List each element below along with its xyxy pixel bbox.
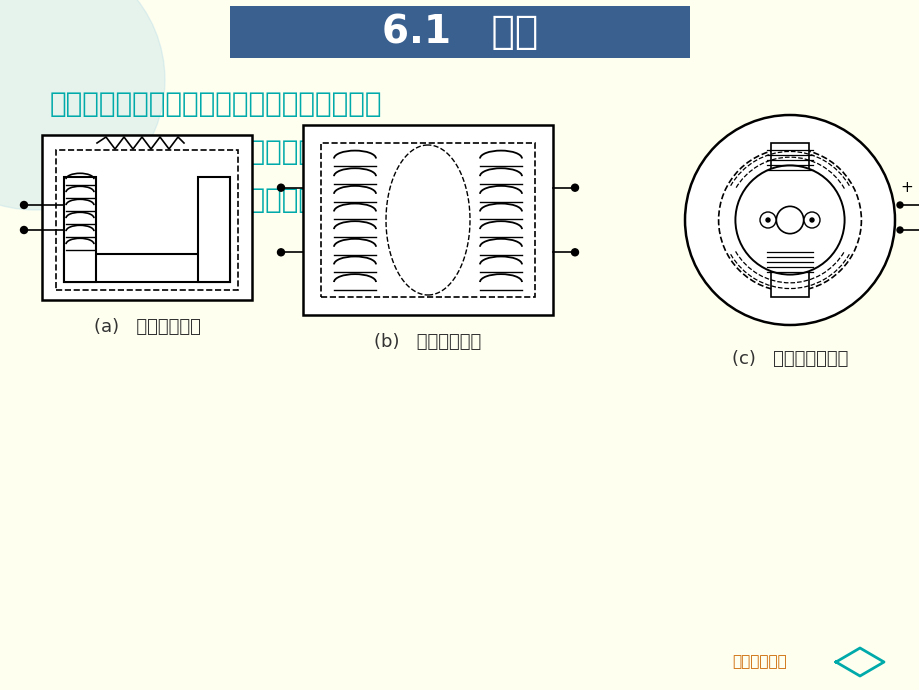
Bar bbox=[64, 254, 230, 282]
Circle shape bbox=[809, 218, 813, 222]
Text: (a)   电磁铁的磁路: (a) 电磁铁的磁路 bbox=[94, 318, 200, 336]
Bar bbox=[42, 135, 252, 300]
Text: +: + bbox=[899, 180, 912, 195]
Circle shape bbox=[571, 249, 578, 256]
Circle shape bbox=[896, 227, 902, 233]
Circle shape bbox=[803, 212, 819, 228]
Text: 有磁路问题。: 有磁路问题。 bbox=[50, 234, 150, 262]
Bar bbox=[198, 177, 230, 282]
Circle shape bbox=[766, 218, 769, 222]
Text: (b)   变压器的磁路: (b) 变压器的磁路 bbox=[374, 333, 482, 351]
Bar bbox=[770, 267, 808, 297]
Bar bbox=[321, 143, 535, 297]
Circle shape bbox=[685, 115, 894, 325]
Text: (c)   直流电机的磁路: (c) 直流电机的磁路 bbox=[731, 350, 847, 368]
Bar bbox=[230, 6, 689, 58]
Text: 路。因此电工技术不仅有电路问题，同时也: 路。因此电工技术不仅有电路问题，同时也 bbox=[50, 186, 366, 214]
Circle shape bbox=[20, 201, 28, 208]
Text: 线圈通电后铁心就构成磁路，磁路又影响电: 线圈通电后铁心就构成磁路，磁路又影响电 bbox=[50, 138, 366, 166]
Circle shape bbox=[718, 148, 860, 291]
Circle shape bbox=[759, 212, 775, 228]
Circle shape bbox=[278, 249, 284, 256]
Circle shape bbox=[776, 206, 803, 234]
Bar bbox=[56, 150, 238, 290]
Bar bbox=[302, 125, 552, 315]
Circle shape bbox=[20, 226, 28, 233]
Text: 跳转到第一页: 跳转到第一页 bbox=[732, 655, 787, 669]
Circle shape bbox=[734, 166, 844, 275]
Circle shape bbox=[278, 184, 284, 191]
Bar bbox=[770, 143, 808, 172]
Circle shape bbox=[0, 0, 165, 210]
Circle shape bbox=[571, 184, 578, 191]
Text: 6.1   磁路: 6.1 磁路 bbox=[381, 13, 538, 51]
Text: 实际电路中有大量电感元件的线圈中有铁心。: 实际电路中有大量电感元件的线圈中有铁心。 bbox=[50, 90, 382, 118]
Bar bbox=[64, 177, 96, 282]
Circle shape bbox=[896, 202, 902, 208]
